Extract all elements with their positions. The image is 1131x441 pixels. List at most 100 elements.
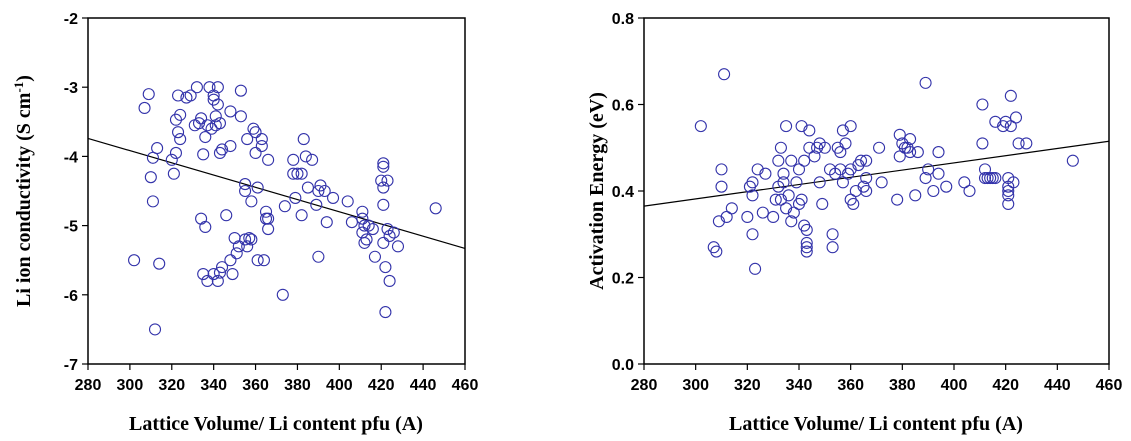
- data-point-right: [1007, 176, 1020, 189]
- x-tick-label-right: 360: [837, 377, 864, 394]
- data-point-left: [377, 198, 390, 211]
- data-point-left: [215, 261, 229, 274]
- data-point-right: [978, 171, 992, 185]
- chart-left-marks: 280 300 320 340 360 380 400 420 440 460 -7 -6 -5 -4 -3…: [64, 11, 479, 394]
- data-point-right: [816, 197, 829, 211]
- data-point-right: [803, 141, 816, 154]
- data-point-left: [245, 233, 258, 246]
- data-point-right: [800, 223, 813, 236]
- data-point-left: [356, 212, 369, 225]
- data-point-left: [172, 126, 185, 139]
- data-point-left: [211, 81, 224, 94]
- x-tick-label-right: 300: [682, 377, 709, 394]
- data-point-left: [174, 133, 187, 146]
- data-point-left: [383, 274, 396, 288]
- data-point-left: [241, 240, 254, 253]
- data-point-right: [780, 202, 793, 215]
- data-point-left: [213, 117, 226, 130]
- y-tick-label-left: -2: [64, 11, 78, 28]
- y-tick-label-left: -3: [64, 80, 78, 97]
- data-point-right: [746, 189, 759, 202]
- data-point-left: [377, 157, 390, 170]
- data-point-left: [383, 229, 396, 243]
- data-point-left: [144, 171, 157, 184]
- trendline-right: [643, 140, 1110, 207]
- data-point-right: [922, 163, 935, 176]
- y-tick-label-right: 0.6: [612, 98, 634, 115]
- data-point-right: [785, 215, 798, 228]
- data-point-right: [780, 120, 793, 133]
- data-point-right: [749, 262, 762, 275]
- data-point-left: [241, 133, 254, 146]
- data-point-left: [169, 113, 183, 126]
- chart-right-marks: 280 300 320 340 360 380 400 420 440 460 0.0 0.2 0.4 0…: [612, 11, 1123, 394]
- data-point-right: [798, 154, 811, 167]
- data-point-left: [255, 133, 268, 146]
- data-point-right: [844, 120, 857, 133]
- data-point-left: [190, 81, 203, 94]
- data-point-left: [287, 167, 300, 180]
- y-axis-title-left-sup: -1: [11, 82, 26, 93]
- y-axis-title-right: Activation Energy (eV): [586, 92, 608, 290]
- data-point-left: [312, 250, 325, 263]
- data-point-left: [228, 232, 241, 245]
- data-point-left: [289, 191, 302, 204]
- data-point-right: [834, 163, 847, 176]
- data-point-left: [381, 174, 394, 187]
- data-point-right: [715, 163, 728, 176]
- data-point-left: [224, 254, 237, 267]
- data-point-left: [184, 89, 197, 102]
- data-point-right: [800, 245, 813, 258]
- data-point-left: [356, 205, 369, 218]
- data-point-left: [148, 323, 162, 336]
- data-point-right: [836, 124, 849, 137]
- data-point-right: [963, 184, 976, 198]
- data-point-right: [1066, 154, 1079, 167]
- y-tick-label-left: -5: [64, 219, 78, 236]
- data-point-left: [239, 178, 252, 191]
- data-point-left: [379, 306, 392, 319]
- data-point-right: [940, 180, 953, 193]
- data-point-left: [195, 112, 208, 125]
- data-point-left: [278, 200, 291, 213]
- trendline-left: [87, 137, 466, 250]
- data-point-left: [358, 236, 371, 249]
- data-point-right: [774, 193, 787, 206]
- data-point-left: [220, 209, 233, 222]
- data-point-right: [860, 171, 873, 185]
- data-point-right: [844, 163, 857, 176]
- data-point-right: [854, 154, 868, 167]
- data-point-left: [312, 184, 325, 198]
- data-point-right: [834, 146, 847, 159]
- data-point-left: [276, 288, 289, 301]
- data-point-right: [826, 241, 839, 254]
- data-point-left: [224, 139, 237, 153]
- data-point-left: [291, 167, 304, 180]
- data-point-left: [368, 250, 381, 263]
- data-point-right: [790, 176, 803, 189]
- data-point-left: [345, 216, 358, 229]
- data-point-right: [847, 197, 860, 211]
- data-point-right: [836, 176, 849, 189]
- data-point-left: [429, 202, 442, 215]
- data-point-left: [213, 266, 226, 279]
- data-point-left: [165, 153, 178, 166]
- data-point-left: [262, 153, 275, 166]
- x-tick-label-right: 400: [941, 377, 968, 394]
- data-point-right: [932, 167, 945, 180]
- data-point-right: [839, 137, 852, 150]
- data-point-right: [795, 193, 808, 206]
- data-point-right: [746, 176, 759, 189]
- data-point-right: [1002, 184, 1015, 198]
- data-point-right: [800, 236, 813, 249]
- data-point-left: [195, 212, 208, 225]
- data-point-left: [213, 146, 226, 159]
- data-point-left: [379, 261, 392, 274]
- data-point-right: [976, 98, 989, 111]
- plot-frame-left: [87, 17, 466, 365]
- data-point-left: [197, 148, 210, 161]
- data-point-right: [976, 137, 989, 150]
- data-point-left: [287, 153, 300, 166]
- data-point-left: [301, 181, 314, 194]
- data-point-right: [826, 228, 839, 241]
